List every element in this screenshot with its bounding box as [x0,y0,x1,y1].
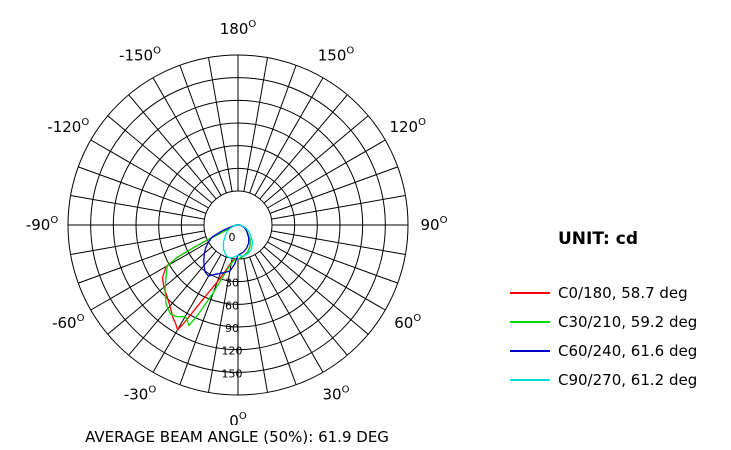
angle-label: 150O [318,45,355,64]
legend-swatch [510,349,550,352]
grid-spoke [263,246,369,335]
legend-item: C90/270, 61.2 deg [510,365,697,394]
grid-spoke [269,166,398,214]
grid-spoke [179,256,227,385]
legend-item: C60/240, 61.6 deg [510,336,697,365]
grid-spoke [90,241,209,311]
grid-spoke [70,194,205,220]
angle-label: 30O [323,385,350,404]
grid-spoke [107,246,213,335]
angle-label: 90O [421,215,448,234]
intensity-curves [161,224,254,331]
grid-spoke [269,236,398,284]
legend-item: C30/210, 59.2 deg [510,307,697,336]
grid-spoke [128,94,217,200]
grid-spoke [249,65,297,194]
legend-swatch [510,291,550,294]
angle-tick-labels: 180O 150O -150O 120O -120O 90O -90O 60O -60O 30O -… [26,19,448,425]
angle-label: 0O [229,411,247,425]
angle-label: -30O [124,385,157,404]
radial-tick-label: 90 [225,322,239,335]
legend-label: C30/210, 59.2 deg [558,312,698,331]
grid-spoke [259,250,348,356]
grid-spoke [70,230,205,256]
angle-label: -120O [47,117,89,136]
angle-label: 60O [394,313,421,332]
legend-label: C60/240, 61.6 deg [558,341,698,360]
radial-tick-label: 60 [225,299,239,312]
legend-label: C0/180, 58.7 deg [558,283,688,302]
grid-spoke [263,115,369,204]
grid-spoke [249,256,297,385]
grid-spoke [254,254,324,373]
radial-tick-label: 120 [222,345,243,358]
grid-spoke [243,258,269,393]
grid-spoke [267,241,386,311]
grid-spoke [259,94,348,200]
grid-spoke [107,115,213,204]
radial-tick-label: 0 [229,231,236,244]
legend-label: C90/270, 61.2 deg [558,370,698,389]
series-curve-3 [222,224,254,259]
radial-tick-label: 30 [225,277,239,290]
legend-item: C0/180, 58.7 deg [510,278,697,307]
unit-label: UNIT: cd [558,229,638,249]
grid-spoke [271,194,406,220]
grid-spoke [243,57,269,192]
angle-label: 120O [389,117,426,136]
angle-label: -60O [52,313,85,332]
legend-swatch [510,320,550,323]
angle-label: 180O [220,19,257,38]
radial-tick-labels: 0 30 60 90 120 150 [222,231,243,380]
grid-spoke [152,254,222,373]
average-beam-angle: AVERAGE BEAM ANGLE (50%): 61.9 DEG [85,428,389,446]
polar-chart: 0 30 60 90 120 150 180O 150O -150O 120O -120O 90O -… [26,19,448,425]
grid-spoke [128,250,217,356]
grid-spoke [254,77,324,196]
grid-spoke [179,65,227,194]
polar-grid [67,54,409,396]
grid-spoke [90,139,209,209]
angle-label: -150O [119,45,161,64]
legend: C0/180, 58.7 deg C30/210, 59.2 deg C60/2… [510,278,697,394]
angle-label: -90O [26,215,59,234]
grid-spoke [78,166,207,214]
legend-swatch [510,378,550,381]
grid-spoke [207,57,233,192]
radial-tick-label: 150 [222,367,243,380]
grid-spoke [271,230,406,256]
grid-spoke [207,258,233,393]
grid-spoke [78,236,207,284]
grid-spoke [267,139,386,209]
grid-spoke [152,77,222,196]
